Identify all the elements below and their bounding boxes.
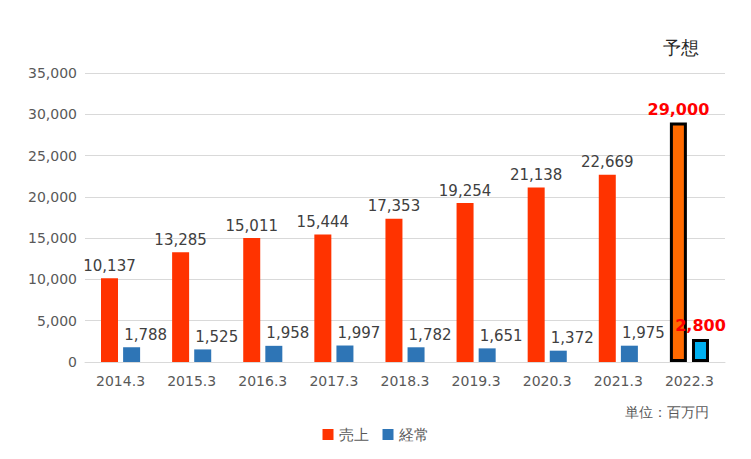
svg-text:2015.3: 2015.3 [167, 373, 216, 389]
svg-text:1,372: 1,372 [551, 329, 594, 347]
svg-text:15,011: 15,011 [225, 217, 277, 235]
svg-text:10,137: 10,137 [83, 257, 136, 275]
svg-text:単位：百万円: 単位：百万円 [625, 404, 709, 420]
svg-text:22,669: 22,669 [581, 153, 634, 171]
svg-text:2019.3: 2019.3 [452, 373, 501, 389]
svg-text:1,788: 1,788 [124, 326, 167, 344]
svg-text:2017.3: 2017.3 [309, 373, 358, 389]
svg-text:1,997: 1,997 [337, 324, 380, 342]
svg-text:15,000: 15,000 [28, 230, 77, 246]
svg-text:2022.3: 2022.3 [665, 373, 714, 389]
svg-text:15,444: 15,444 [297, 213, 350, 231]
svg-text:2,800: 2,800 [675, 316, 726, 335]
svg-text:10,000: 10,000 [28, 271, 77, 287]
svg-text:13,285: 13,285 [154, 231, 207, 249]
svg-text:2018.3: 2018.3 [381, 373, 430, 389]
svg-text:17,353: 17,353 [368, 197, 421, 215]
svg-text:19,254: 19,254 [439, 182, 492, 200]
svg-text:1,525: 1,525 [195, 328, 238, 346]
svg-text:5,000: 5,000 [37, 313, 77, 329]
svg-text:経常: 経常 [398, 426, 429, 444]
svg-text:2021.3: 2021.3 [594, 373, 643, 389]
svg-text:予想: 予想 [663, 37, 699, 58]
svg-text:2014.3: 2014.3 [96, 373, 145, 389]
svg-text:売上: 売上 [339, 426, 369, 444]
svg-text:2016.3: 2016.3 [238, 373, 287, 389]
svg-text:1,975: 1,975 [622, 324, 665, 342]
svg-text:30,000: 30,000 [28, 106, 77, 122]
svg-text:21,138: 21,138 [510, 166, 563, 184]
svg-text:1,958: 1,958 [266, 324, 309, 342]
svg-text:35,000: 35,000 [28, 65, 77, 81]
svg-text:0: 0 [68, 354, 77, 370]
svg-text:20,000: 20,000 [28, 189, 77, 205]
svg-text:29,000: 29,000 [648, 100, 710, 119]
svg-text:1,782: 1,782 [409, 326, 452, 344]
svg-text:1,651: 1,651 [480, 327, 523, 345]
svg-text:25,000: 25,000 [28, 148, 77, 164]
svg-text:2020.3: 2020.3 [523, 373, 572, 389]
